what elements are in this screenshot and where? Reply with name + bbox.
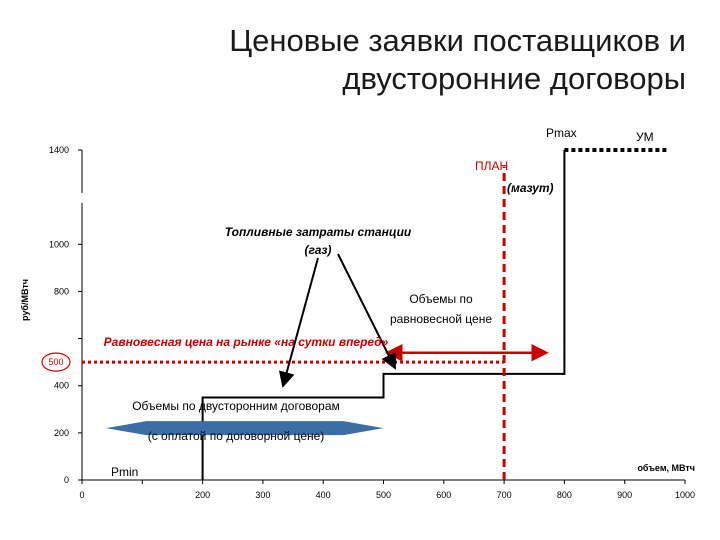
title-line-2: двусторонние договоры bbox=[342, 61, 686, 96]
contracts-volume-arrow bbox=[106, 421, 384, 436]
x-tick-label: 1000 bbox=[675, 490, 695, 500]
equilibrium-price-oval bbox=[41, 352, 71, 372]
x-tick-label: 0 bbox=[79, 490, 84, 500]
y-tick-label: 800 bbox=[54, 286, 69, 296]
eq-volume-label-line2: равновесной цене bbox=[390, 312, 492, 326]
pmin-label: Pmin bbox=[111, 465, 138, 479]
supply-curve-series bbox=[201, 150, 566, 480]
contracts-label-line2: (с оплатой по договорной цене) bbox=[148, 429, 325, 443]
fuel-cost-label-line1: Топливные затраты станции bbox=[225, 225, 412, 239]
x-tick-label: 900 bbox=[617, 490, 632, 500]
x-tick-label: 800 bbox=[557, 490, 572, 500]
equilibrium-price-caption: Равновесная цена на рынке «на сутки впер… bbox=[104, 335, 389, 349]
y-tick-label: 1000 bbox=[49, 239, 69, 249]
fuel-pointer-arrow-2 bbox=[337, 253, 396, 370]
y-tick-label: 400 bbox=[54, 381, 69, 391]
eq-volume-label-line1: Объемы по bbox=[409, 292, 473, 306]
x-tick-label: 400 bbox=[316, 490, 331, 500]
y-tick-label: 1400 bbox=[49, 145, 69, 155]
x-tick-label: 200 bbox=[195, 490, 210, 500]
x-tick-label: 300 bbox=[255, 490, 270, 500]
y-axis-label: руб/МВтч bbox=[20, 279, 30, 321]
pmax-label: Pmax bbox=[546, 126, 577, 140]
equilibrium-price-label: 500 bbox=[48, 357, 63, 367]
contracts-label-line1: Объемы по двусторонним договорам bbox=[132, 399, 340, 413]
page-title: Ценовые заявки поставщиков и двусторонни… bbox=[126, 22, 686, 98]
mazut-label: (мазут) bbox=[507, 181, 554, 195]
title-line-1: Ценовые заявки поставщиков и bbox=[229, 23, 686, 58]
um-label: УМ bbox=[636, 130, 654, 144]
y-tick-label: 200 bbox=[54, 428, 69, 438]
fuel-pointer-arrow-1 bbox=[278, 257, 319, 388]
fuel-cost-label-line2: (газ) bbox=[304, 243, 331, 257]
plan-label: ПЛАН bbox=[475, 159, 508, 173]
y-tick-label: 0 bbox=[64, 475, 69, 485]
axis-gap bbox=[74, 192, 574, 203]
x-tick-label: 700 bbox=[497, 490, 512, 500]
x-tick-label: 600 bbox=[436, 490, 451, 500]
x-tick-label: 500 bbox=[376, 490, 391, 500]
x-axis-label: объем, МВтч bbox=[637, 463, 695, 473]
